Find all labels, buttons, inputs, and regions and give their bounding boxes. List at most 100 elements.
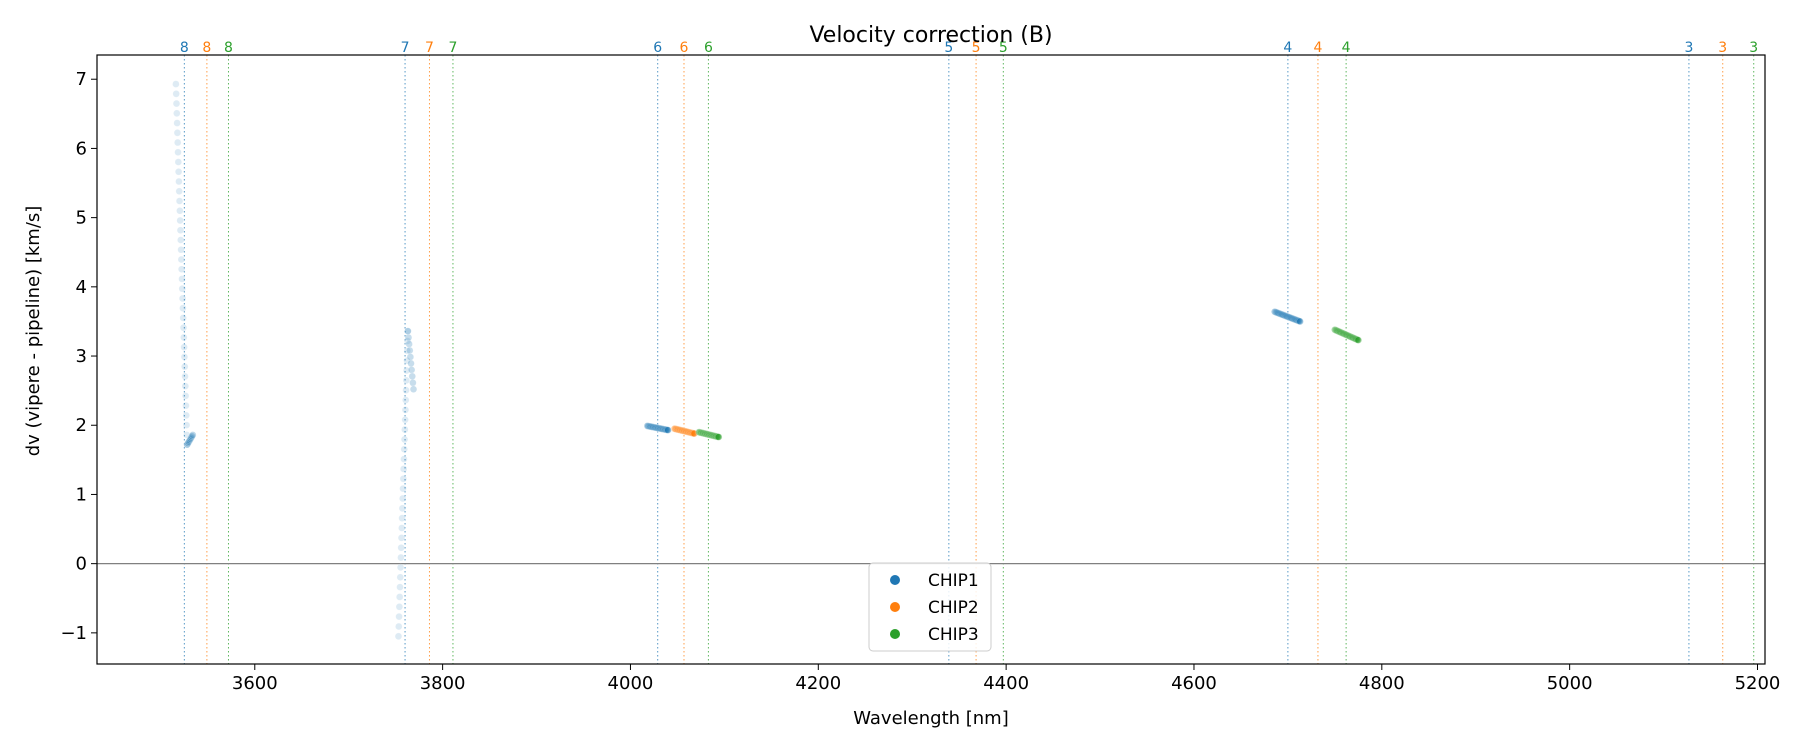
point-chip3-order6 (715, 433, 723, 441)
point-chip1-order8 (188, 432, 196, 440)
order-label-6-chip2: 6 (680, 40, 689, 56)
point-chip1-order7 (403, 347, 411, 355)
point-chip1-order8 (180, 343, 188, 351)
point-chip1-order8 (174, 148, 182, 156)
point-chip1-order8 (180, 353, 189, 361)
point-chip1-order8 (172, 99, 181, 108)
order-label-3-chip1: 3 (1684, 40, 1693, 56)
order-label-3-chip2: 3 (1718, 40, 1727, 56)
point-chip1-order8 (178, 265, 186, 273)
point-chip1-order7 (407, 359, 415, 368)
x-tick-label: 4400 (983, 673, 1029, 694)
x-axis-label: Wavelength [nm] (853, 708, 1009, 729)
point-chip1-order7 (401, 425, 409, 434)
point-chip1-order8 (176, 207, 184, 215)
data-points (172, 80, 1362, 640)
point-chip1-order8 (178, 275, 186, 283)
order-label-7-chip3: 7 (448, 40, 457, 56)
point-chip1-order7 (401, 406, 410, 414)
order-label-6-chip3: 6 (704, 40, 713, 56)
point-chip1-order7 (404, 327, 412, 335)
point-chip1-order7 (397, 553, 405, 562)
x-tick-label: 4600 (1171, 673, 1217, 694)
order-label-4-chip1: 4 (1283, 40, 1292, 56)
order-label-5-chip1: 5 (944, 40, 953, 56)
point-chip1-order8 (177, 236, 185, 244)
point-chip1-order8 (175, 197, 184, 205)
legend: CHIP1 CHIP2 CHIP3 (868, 562, 992, 652)
y-tick-label: 3 (76, 346, 87, 367)
point-chip1-order6 (664, 426, 672, 434)
point-chip1-order8 (182, 392, 190, 400)
point-chip1-order8 (182, 421, 191, 429)
point-chip1-order8 (176, 226, 185, 234)
legend-label-chip2: CHIP2 (928, 598, 979, 618)
legend-marker-chip1 (890, 575, 900, 585)
point-chip1-order8 (175, 168, 183, 176)
y-tick-label: −1 (60, 623, 87, 644)
order-label-8-chip1: 8 (180, 40, 189, 56)
point-chip1-order7 (399, 494, 407, 503)
point-chip1-order7 (395, 613, 403, 621)
point-chip1-order8 (182, 402, 190, 410)
x-tick-label: 4800 (1359, 673, 1405, 694)
order-lines (183, 55, 1755, 664)
x-tick-label: 3800 (420, 673, 466, 694)
legend-marker-chip3 (890, 629, 900, 639)
order-label-8-chip2: 8 (202, 40, 211, 56)
point-chip1-order7 (406, 353, 414, 361)
point-chip1-order7 (409, 385, 418, 393)
x-tick-label: 4000 (608, 673, 654, 694)
y-tick-label: 7 (76, 69, 87, 90)
order-label-6-chip1: 6 (653, 40, 662, 56)
legend-label-chip3: CHIP3 (928, 625, 979, 645)
point-chip1-order8 (174, 138, 182, 147)
point-chip1-order7 (399, 485, 407, 493)
point-chip1-order8 (179, 304, 187, 312)
point-chip1-order7 (395, 603, 403, 611)
point-chip1-order8 (181, 372, 189, 381)
point-chip1-order7 (402, 376, 410, 384)
point-chip1-order8 (175, 187, 183, 195)
point-chip1-order7 (401, 416, 409, 424)
point-chip1-order4 (1295, 317, 1303, 325)
x-tick-label: 5200 (1735, 673, 1781, 694)
point-chip1-order7 (394, 632, 403, 640)
point-chip1-order7 (406, 346, 414, 355)
point-chip1-order8 (177, 246, 185, 254)
x-tick-label: 4200 (795, 673, 841, 694)
point-chip1-order8 (173, 119, 181, 127)
point-chip1-order7 (400, 455, 408, 463)
point-chip1-order8 (189, 431, 197, 439)
order-label-5-chip3: 5 (999, 40, 1008, 56)
point-chip1-order8 (178, 294, 187, 303)
order-label-8-chip3: 8 (224, 40, 233, 56)
point-chip1-order7 (398, 514, 406, 522)
chart-title: Velocity correction (B) (809, 23, 1052, 48)
point-chip1-order8 (175, 177, 183, 186)
point-chip1-order8 (177, 255, 185, 264)
point-chip1-order8 (180, 333, 188, 342)
y-axis-ticks: −1 0 1 2 3 4 5 6 7 (60, 69, 97, 644)
x-tick-label: 5000 (1547, 673, 1593, 694)
point-chip3-order4 (1354, 336, 1362, 344)
point-chip1-order7 (400, 445, 408, 453)
y-tick-label: 5 (76, 208, 87, 229)
point-chip1-order7 (397, 544, 405, 552)
order-label-4-chip3: 4 (1342, 40, 1351, 56)
order-label-4-chip2: 4 (1313, 40, 1322, 56)
point-chip1-order7 (405, 340, 413, 348)
point-chip1-order7 (400, 465, 408, 473)
point-chip1-order8 (176, 216, 184, 225)
point-chip1-order7 (396, 583, 404, 591)
point-chip1-order7 (408, 372, 416, 380)
order-label-5-chip2: 5 (972, 40, 981, 56)
point-chip1-order7 (395, 622, 403, 631)
x-tick-label: 3600 (232, 673, 278, 694)
legend-box (868, 562, 992, 652)
point-chip1-order8 (182, 411, 190, 419)
order-label-7-chip1: 7 (401, 40, 410, 56)
point-chip1-order8 (172, 80, 180, 88)
